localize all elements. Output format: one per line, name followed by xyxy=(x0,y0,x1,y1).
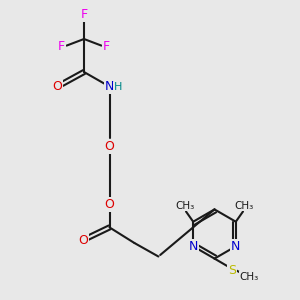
Text: O: O xyxy=(105,198,114,211)
Text: S: S xyxy=(228,263,236,277)
Text: N: N xyxy=(105,80,114,94)
Text: CH₃: CH₃ xyxy=(175,201,194,211)
Text: O: O xyxy=(79,234,88,247)
Text: N: N xyxy=(188,240,198,253)
Text: F: F xyxy=(80,8,88,21)
Text: CH₃: CH₃ xyxy=(235,201,254,211)
Text: H: H xyxy=(114,82,122,92)
Text: CH₃: CH₃ xyxy=(240,272,259,282)
Text: N: N xyxy=(231,240,241,253)
Text: F: F xyxy=(58,40,65,53)
Text: O: O xyxy=(105,140,114,153)
Text: F: F xyxy=(103,40,110,53)
Text: O: O xyxy=(53,80,62,94)
